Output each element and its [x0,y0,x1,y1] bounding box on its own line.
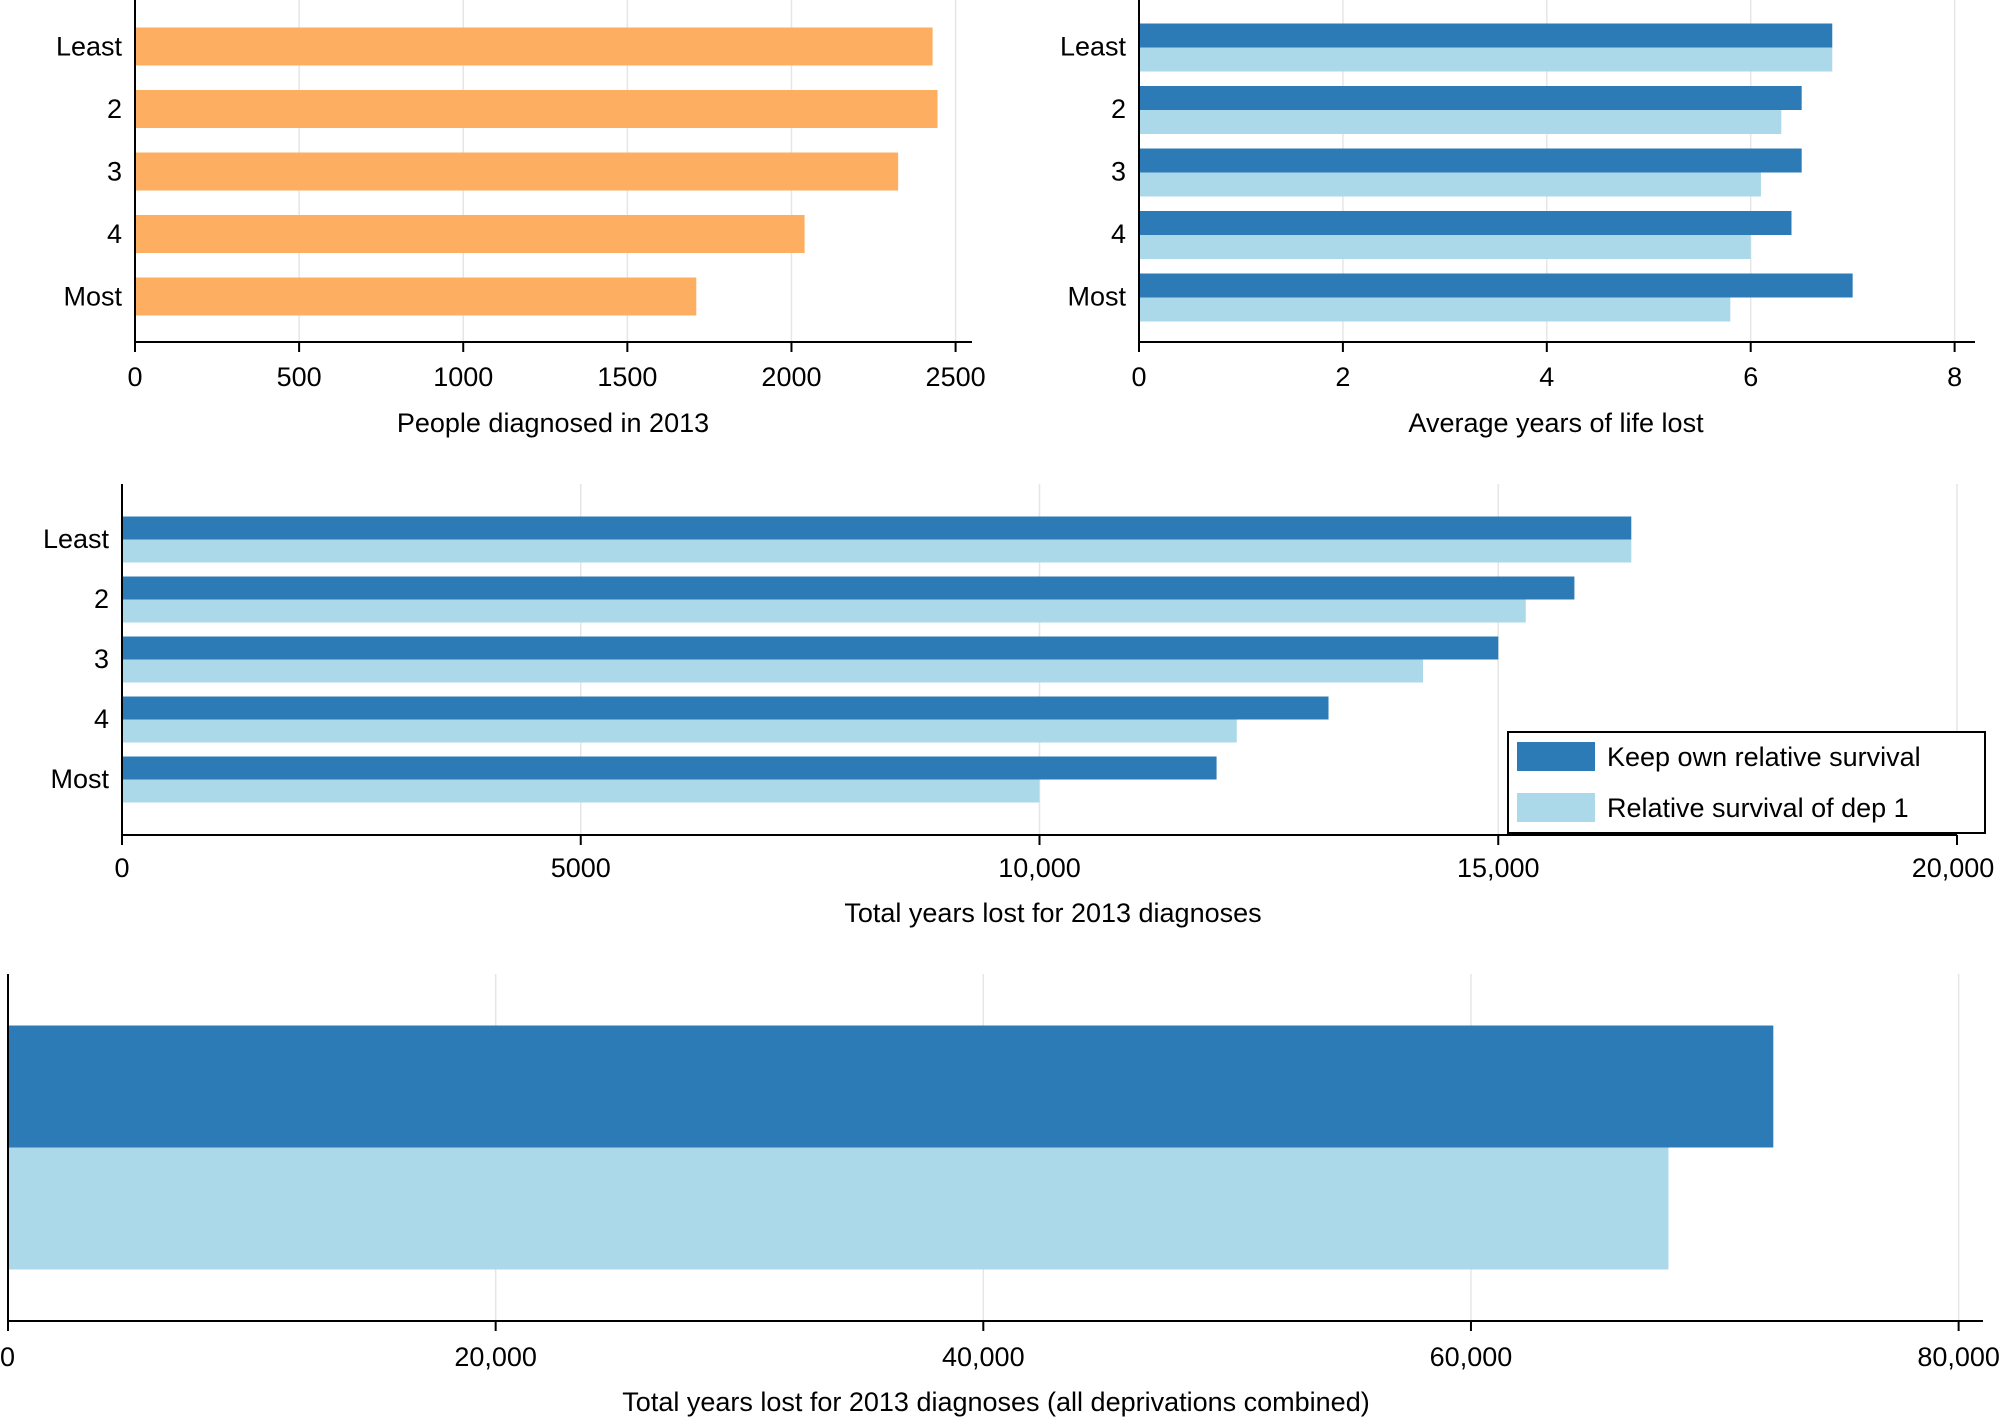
bar-total_years-3-series-2 [122,659,1424,683]
category-label: 2 [94,584,109,614]
bar-combined-all-series-1 [8,1025,1774,1148]
category-label: Most [63,282,122,312]
x-tick-label: 2500 [926,362,986,392]
panel-people-diagnosed: Least 2 3 4 Most 0 500 1000 1500 2000 2500 People d… [56,0,986,438]
x-tick-label: 4 [1539,362,1554,392]
bar-diagnosed-2-series-1 [135,90,938,128]
x-tick-label: 1000 [433,362,493,392]
x-tick-label: 20,000 [1912,853,1995,883]
category-label: 4 [107,219,122,249]
legend-swatch [1517,793,1595,822]
bar-diagnosed-Most-series-1 [135,277,697,316]
bar-avg_years-4-series-2 [1139,235,1751,259]
category-label: 4 [1111,219,1126,249]
bar-avg_years-3-series-1 [1139,148,1802,173]
x-tick-label: 500 [277,362,322,392]
category-label: Least [1060,32,1127,62]
bar-avg_years-Least-series-1 [1139,23,1833,48]
bar-avg_years-4-series-1 [1139,211,1792,235]
x-tick-label: 0 [127,362,142,392]
category-label: Least [56,32,123,62]
x-tick-label: 0 [114,853,129,883]
legend-label: Keep own relative survival [1607,742,1921,772]
category-label: Most [1067,282,1126,312]
legend-swatch [1517,742,1595,771]
bar-total_years-Least-series-2 [122,539,1632,563]
x-axis-title: People diagnosed in 2013 [397,408,709,438]
bar-avg_years-Most-series-2 [1139,297,1731,322]
x-tick-label: 6 [1743,362,1758,392]
x-tick-label: 0 [0,1342,15,1372]
x-axis-title: Average years of life lost [1408,408,1704,438]
x-tick-label: 40,000 [942,1342,1025,1372]
x-tick-label: 8 [1947,362,1962,392]
category-label: 4 [94,704,109,734]
x-tick-label: 2000 [761,362,821,392]
bar-avg_years-3-series-2 [1139,172,1761,197]
bar-total_years-3-series-1 [122,636,1499,660]
panel-total-years-lost: Least 2 3 4 Most 0 5000 10,000 15,000 20,000 Total… [43,484,1994,928]
x-tick-label: 0 [1131,362,1146,392]
category-label: 2 [1111,94,1126,124]
x-tick-label: 60,000 [1430,1342,1513,1372]
x-axis-title: Total years lost for 2013 diagnoses (all… [622,1387,1369,1417]
bar-total_years-2-series-2 [122,599,1526,623]
bar-total_years-Most-series-2 [122,779,1040,803]
bar-combined-all-series-2 [8,1147,1669,1270]
bar-total_years-4-series-2 [122,719,1237,743]
x-axis-title: Total years lost for 2013 diagnoses [844,898,1261,928]
category-label: 3 [94,644,109,674]
bar-total_years-Most-series-1 [122,756,1217,780]
bar-diagnosed-Least-series-1 [135,27,933,66]
x-tick-label: 5000 [551,853,611,883]
x-tick-label: 20,000 [454,1342,537,1372]
bar-avg_years-2-series-2 [1139,110,1782,134]
bar-diagnosed-4-series-1 [135,215,805,253]
legend-label: Relative survival of dep 1 [1607,793,1909,823]
x-tick-label: 80,000 [1917,1342,2000,1372]
x-tick-label: 2 [1335,362,1350,392]
bar-total_years-4-series-1 [122,696,1329,720]
x-tick-label: 15,000 [1457,853,1540,883]
x-tick-label: 1500 [597,362,657,392]
panel-average-years-lost: Least 2 3 4 Most 0 2 4 6 8 Average years of life l… [1060,0,1975,438]
bar-avg_years-Most-series-1 [1139,273,1853,298]
bar-diagnosed-3-series-1 [135,152,899,191]
panel-total-years-combined: 0 20,000 40,000 60,000 80,000 Total years los… [0,974,2000,1417]
bar-total_years-Least-series-1 [122,516,1632,540]
category-label: 3 [107,157,122,187]
category-label: 3 [1111,157,1126,187]
legend: Keep own relative survival Relative survi… [1507,731,1986,834]
category-label: Most [50,764,109,794]
category-label: Least [43,524,110,554]
bar-avg_years-2-series-1 [1139,86,1802,110]
category-label: 2 [107,94,122,124]
x-tick-label: 10,000 [998,853,1081,883]
bar-avg_years-Least-series-2 [1139,47,1833,72]
bar-total_years-2-series-1 [122,576,1575,600]
